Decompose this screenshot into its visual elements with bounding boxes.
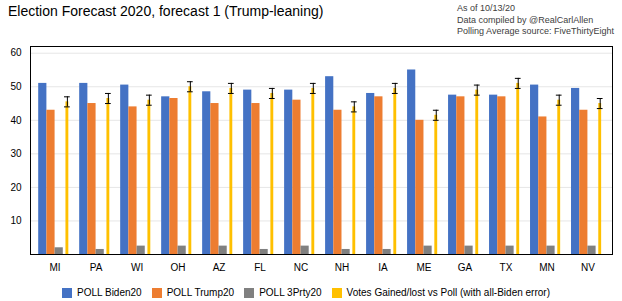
svg-text:50: 50 (10, 81, 22, 92)
svg-text:40: 40 (10, 115, 22, 126)
svg-text:GA: GA (458, 262, 473, 273)
html-text:Election Forecast 2020, foreca: Election Forecast 2020, forecast 1 (Trum… (8, 3, 324, 19)
svg-text:NH: NH (335, 262, 349, 273)
html-text:POLL Biden20: POLL Biden20 (77, 287, 142, 298)
html-text:As of 10/13/20: As of 10/13/20 (457, 3, 516, 13)
html-text:Data compiled by @RealCarlAlle: Data compiled by @RealCarlAllen (457, 14, 594, 25)
svg-text:30: 30 (10, 148, 22, 159)
svg-text:PA: PA (90, 262, 103, 273)
html-text:POLL 3Prty20: POLL 3Prty20 (259, 287, 322, 298)
svg-text:OH: OH (171, 262, 186, 273)
html-text:Polling Average source: FiveTh: Polling Average source: FiveThirtyEight (457, 26, 614, 37)
svg-text:AZ: AZ (213, 262, 226, 273)
svg-text:20: 20 (10, 182, 22, 193)
svg-text:FL: FL (254, 262, 266, 273)
svg-text:WI: WI (131, 262, 143, 273)
svg-text:60: 60 (10, 47, 22, 58)
html-text:Votes Gained/lost vs Poll (wit: Votes Gained/lost vs Poll (with all-Bide… (346, 287, 550, 298)
svg-text:IA: IA (378, 262, 388, 273)
html-text:POLL Trump20: POLL Trump20 (166, 287, 235, 298)
svg-text:NV: NV (581, 262, 595, 273)
svg-text:10: 10 (10, 215, 22, 226)
svg-text:TX: TX (500, 262, 513, 273)
svg-text:ME: ME (416, 262, 431, 273)
svg-text:MN: MN (539, 262, 555, 273)
svg-text:NC: NC (294, 262, 308, 273)
svg-text:MI: MI (50, 262, 61, 273)
